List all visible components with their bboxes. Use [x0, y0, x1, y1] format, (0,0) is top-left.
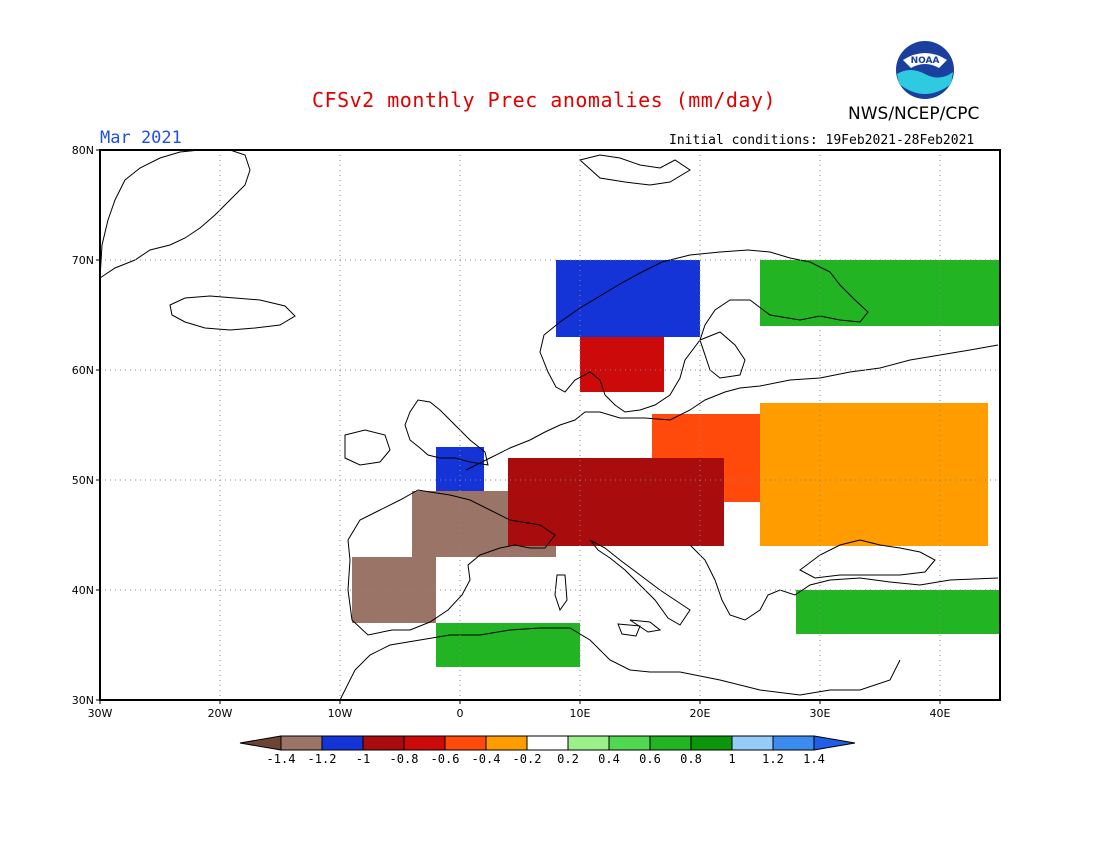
colorbar-swatch — [690, 735, 733, 751]
anomaly-region-9 — [796, 590, 1000, 634]
agency-label: NWS/NCEP/CPC — [848, 104, 980, 124]
lon-tick-label: 0 — [457, 707, 464, 720]
colorbar-tick-label: -0.4 — [472, 752, 501, 766]
anomaly-cells — [352, 260, 1000, 667]
map-frame — [99, 149, 1001, 701]
colorbar-low-triangle — [239, 735, 282, 751]
map-title: CFSv2 monthly Prec anomalies (mm/day) — [312, 88, 777, 112]
anomaly-region-5 — [508, 458, 724, 546]
colorbar-tick-label: 0.2 — [557, 752, 579, 766]
colorbar-swatch — [731, 735, 774, 751]
coastlines — [99, 149, 999, 701]
colorbar-tick-label: 1.4 — [803, 752, 825, 766]
lat-tick-label: 60N — [72, 364, 94, 377]
lon-tick-label: 40E — [930, 707, 951, 720]
anomaly-region-7 — [760, 260, 1000, 326]
colorbar-swatch — [485, 735, 528, 751]
initial-conditions: Initial conditions: 19Feb2021-28Feb2021 — [669, 133, 975, 148]
colorbar-tick-label: 0.4 — [598, 752, 620, 766]
anomaly-region-6 — [436, 447, 484, 491]
colorbar-swatch — [444, 735, 487, 751]
colorbar-tick-label: -1 — [356, 752, 370, 766]
lat-tick-label: 50N — [72, 474, 94, 487]
colorbar-swatch — [403, 735, 446, 751]
colorbar-high-triangle — [813, 735, 856, 751]
colorbar-swatch — [526, 735, 569, 751]
colorbar-swatch — [321, 735, 364, 751]
colorbar-tick-label: -1.4 — [267, 752, 296, 766]
colorbar-tick-label: 1.2 — [762, 752, 784, 766]
lon-tick-label: 30E — [810, 707, 831, 720]
lon-tick-label: 10W — [328, 707, 353, 720]
anomaly-region-8 — [436, 623, 580, 667]
colorbar-tick-label: 1 — [728, 752, 735, 766]
noaa-logo-icon: NOAA — [896, 41, 954, 99]
colorbar-swatch — [280, 735, 323, 751]
colorbar-swatch — [567, 735, 610, 751]
lon-tick-label: 20E — [690, 707, 711, 720]
colorbar-tick-label: 0.6 — [639, 752, 661, 766]
lat-tick-label: 80N — [72, 144, 94, 157]
colorbar-swatch — [772, 735, 815, 751]
forecast-month: Mar 2021 — [100, 128, 182, 148]
colorbar-tick-label: -0.6 — [431, 752, 460, 766]
lat-tick-label: 70N — [72, 254, 94, 267]
colorbar-tick-label: -0.8 — [390, 752, 419, 766]
colorbar-tick-label: -0.2 — [513, 752, 542, 766]
colorbar-swatch — [649, 735, 692, 751]
lon-tick-label: 20W — [208, 707, 233, 720]
svg-text:NOAA: NOAA — [911, 56, 940, 66]
lon-tick-label: 30W — [88, 707, 113, 720]
lat-tick-label: 40N — [72, 584, 94, 597]
colorbar-swatch — [608, 735, 651, 751]
anomaly-region-3 — [352, 557, 436, 623]
colorbar-tick-label: 0.8 — [680, 752, 702, 766]
graticule — [100, 150, 1000, 700]
anomaly-region-1 — [760, 403, 988, 546]
colorbar: -1.4 -1.2 -1 -0.8 -0.6 -0.4 -0.2 0.2 0.4 0.6 0.8 1 1… — [239, 735, 856, 766]
colorbar-tick-label: -1.2 — [308, 752, 337, 766]
lon-tick-label: 10E — [570, 707, 591, 720]
anomaly-region-10 — [556, 260, 700, 337]
anomaly-region-4 — [580, 337, 664, 392]
lat-tick-label: 30N — [72, 694, 94, 707]
colorbar-swatch — [362, 735, 405, 751]
